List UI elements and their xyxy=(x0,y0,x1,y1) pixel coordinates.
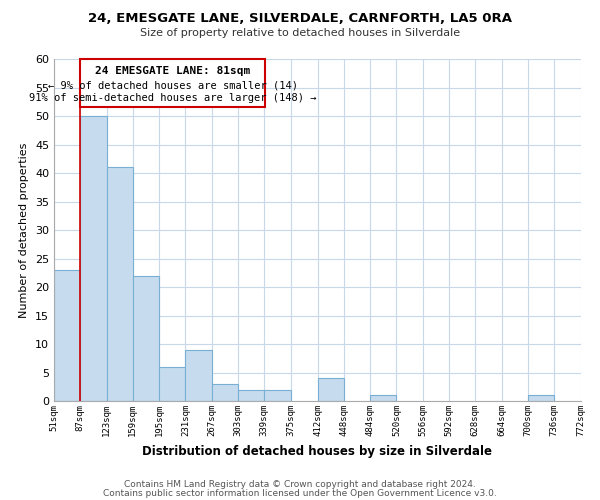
Bar xyxy=(528,396,554,401)
Text: Contains public sector information licensed under the Open Government Licence v3: Contains public sector information licen… xyxy=(103,488,497,498)
Bar xyxy=(212,384,238,401)
Text: Contains HM Land Registry data © Crown copyright and database right 2024.: Contains HM Land Registry data © Crown c… xyxy=(124,480,476,489)
Bar xyxy=(159,367,185,401)
Bar xyxy=(107,168,133,401)
Bar xyxy=(80,116,107,401)
Text: Size of property relative to detached houses in Silverdale: Size of property relative to detached ho… xyxy=(140,28,460,38)
Bar xyxy=(54,270,80,401)
X-axis label: Distribution of detached houses by size in Silverdale: Distribution of detached houses by size … xyxy=(142,444,492,458)
Text: 91% of semi-detached houses are larger (148) →: 91% of semi-detached houses are larger (… xyxy=(29,93,316,103)
Y-axis label: Number of detached properties: Number of detached properties xyxy=(19,142,29,318)
Bar xyxy=(370,396,397,401)
Bar xyxy=(133,276,159,401)
Bar xyxy=(317,378,344,401)
Text: ← 9% of detached houses are smaller (14): ← 9% of detached houses are smaller (14) xyxy=(47,80,298,90)
Text: 24, EMESGATE LANE, SILVERDALE, CARNFORTH, LA5 0RA: 24, EMESGATE LANE, SILVERDALE, CARNFORTH… xyxy=(88,12,512,26)
Bar xyxy=(238,390,264,401)
Bar xyxy=(80,59,265,108)
Bar xyxy=(264,390,290,401)
Text: 24 EMESGATE LANE: 81sqm: 24 EMESGATE LANE: 81sqm xyxy=(95,66,250,76)
Bar xyxy=(185,350,212,401)
